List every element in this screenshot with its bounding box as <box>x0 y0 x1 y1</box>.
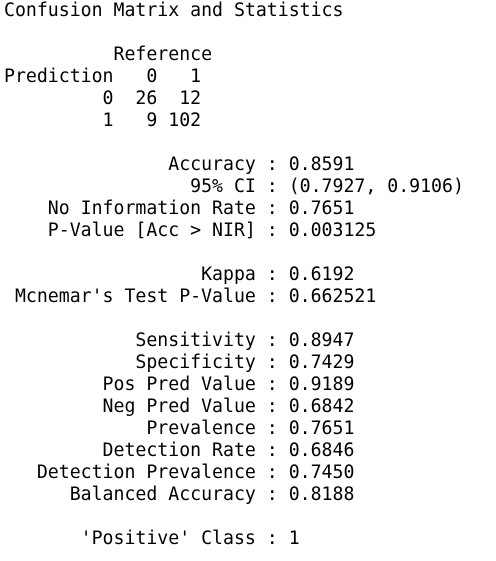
stat-p-value-acc-nir: P-Value [Acc > NIR] : 0.003125 <box>4 220 377 241</box>
blank-line <box>4 506 492 528</box>
matrix-prediction-header: Prediction 0 1 <box>4 66 202 87</box>
stat-positive-class: 'Positive' Class : 1 <box>4 528 300 549</box>
stat-specificity: Specificity : 0.7429 <box>4 352 355 373</box>
stat-no-information-rate: No Information Rate : 0.7651 <box>4 198 355 219</box>
stat-detection-rate: Detection Rate : 0.6846 <box>4 440 355 461</box>
stat-sensitivity: Sensitivity : 0.8947 <box>4 330 355 351</box>
stat-accuracy: Accuracy : 0.8591 <box>4 154 355 175</box>
matrix-reference-header: Reference <box>4 44 213 65</box>
blank-line <box>4 132 492 154</box>
output-title: Confusion Matrix and Statistics <box>4 0 344 21</box>
stat-detection-prevalence: Detection Prevalence : 0.7450 <box>4 462 355 483</box>
blank-line <box>4 242 492 264</box>
stat-neg-pred-value: Neg Pred Value : 0.6842 <box>4 396 355 417</box>
blank-line <box>4 22 492 44</box>
stat-95-ci: 95% CI : (0.7927, 0.9106) <box>4 176 464 197</box>
matrix-row-0: 0 26 12 <box>4 88 202 109</box>
console-output: Confusion Matrix and Statistics Referenc… <box>4 0 492 561</box>
blank-line <box>4 308 492 330</box>
stat-balanced-accuracy: Balanced Accuracy : 0.8188 <box>4 484 355 505</box>
stat-pos-pred-value: Pos Pred Value : 0.9189 <box>4 374 355 395</box>
matrix-row-1: 1 9 102 <box>4 110 202 131</box>
stat-kappa: Kappa : 0.6192 <box>4 264 355 285</box>
stat-prevalence: Prevalence : 0.7651 <box>4 418 355 439</box>
stat-mcnemar-p-value: Mcnemar's Test P-Value : 0.662521 <box>4 286 377 307</box>
